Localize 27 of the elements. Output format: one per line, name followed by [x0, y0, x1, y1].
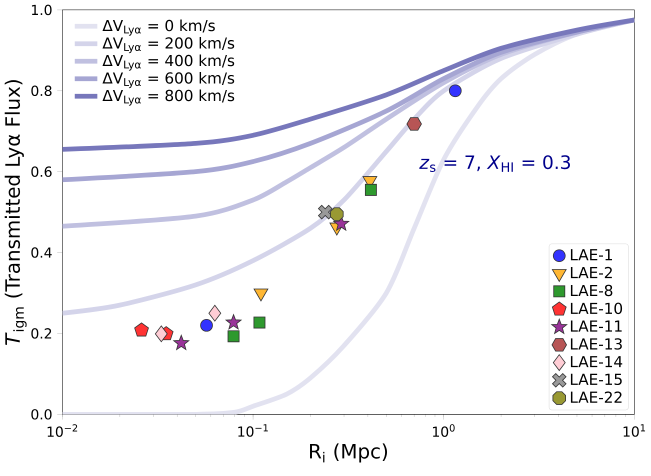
legend-label: ΔV$_{Lyα}$ = 600 km/s [102, 72, 234, 88]
legend-label: LAE-15 [570, 374, 622, 386]
legend-label: LAE-8 [570, 284, 612, 296]
x-tick-label: 10$^{0}$ [432, 424, 455, 438]
y-tick-label: 0.4 [31, 247, 52, 258]
annotation: z$_{s}$ = 7, X$_{HI}$ = 0.3 [419, 155, 570, 172]
legend-label: LAE-13 [570, 338, 622, 350]
legend-label: LAE-1 [570, 249, 612, 260]
legend-label: ΔV$_{Lyα}$ = 0 km/s [102, 20, 215, 36]
legend-label: LAE-11 [570, 320, 622, 332]
y-tick-label: 0.0 [31, 409, 52, 420]
x-tick-label: 10$^{1}$ [624, 424, 646, 437]
y-tick-label: 1.0 [32, 4, 52, 16]
y-tick-label: 0.2 [31, 328, 52, 339]
legend-label: ΔV$_{Lyα}$ = 400 km/s [102, 54, 234, 71]
x-tick-label: 10$^{−2}$ [48, 424, 78, 438]
legend-label: LAE-2 [570, 266, 612, 278]
legend-label: ΔV$_{Lyα}$ = 200 km/s [102, 37, 234, 54]
y-tick-label: 0.8 [31, 86, 52, 96]
y-axis-title: T$_{igm}$ (Transmitted Lyα Flux) [4, 80, 27, 346]
legend-label: LAE-22 [570, 392, 622, 403]
y-tick-label: 0.6 [31, 166, 52, 178]
legend-label: LAE-14 [570, 356, 622, 368]
legend-label: LAE-10 [570, 302, 622, 314]
legend-label: ΔV$_{Lyα}$ = 800 km/s [102, 90, 234, 106]
x-tick-label: 10$^{−1}$ [238, 424, 268, 437]
x-axis-title: R$_{i}$ (Mpc) [310, 443, 388, 463]
